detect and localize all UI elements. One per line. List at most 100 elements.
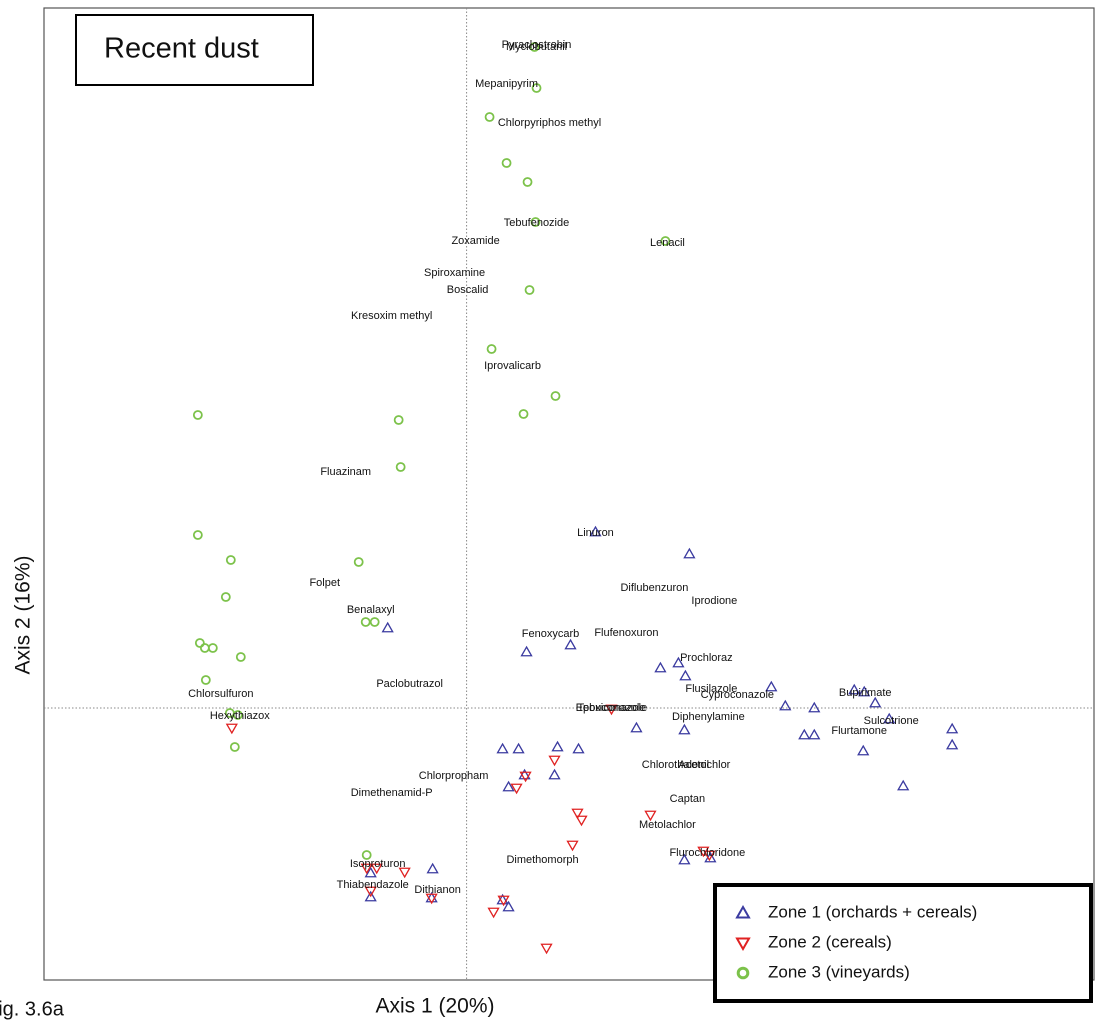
point: [487, 907, 500, 919]
point: [502, 780, 515, 792]
point: [571, 808, 584, 820]
point: [550, 391, 561, 401]
point: [630, 721, 643, 733]
plot-frame: [43, 7, 1095, 981]
point: [589, 525, 602, 537]
point: [529, 42, 540, 52]
point: [672, 656, 685, 668]
point: [497, 895, 510, 907]
variable-label: Chlorothalonil: [642, 759, 709, 771]
point: [501, 158, 512, 168]
point: [808, 701, 821, 713]
variable-label: Cyproconazole: [701, 689, 774, 701]
variable-label: Mepanipyrim: [475, 78, 538, 90]
variable-label: Dimethomorph: [506, 854, 578, 866]
variable-label: Pyraclostrobin: [502, 39, 572, 51]
point: [530, 217, 541, 227]
variable-label: Captan: [670, 793, 705, 805]
point: [572, 742, 585, 754]
point: [369, 617, 380, 627]
point: [353, 557, 364, 567]
y-axis-label: Axis 2 (16%): [12, 555, 35, 674]
variable-label: Fluazinam: [320, 466, 371, 478]
point: [502, 900, 515, 912]
point: [522, 177, 533, 187]
point: [398, 867, 411, 879]
variable-label: Iprodione: [691, 595, 737, 607]
variable-label: Bupirimate: [839, 687, 892, 699]
point: [225, 555, 236, 565]
point: [644, 810, 657, 822]
variable-label: Boscalid: [447, 284, 489, 296]
point: [512, 742, 525, 754]
point: [575, 815, 588, 827]
point: [524, 285, 535, 295]
point: [551, 740, 564, 752]
point: [531, 83, 542, 93]
variable-label: Epoxiconazole: [576, 702, 648, 714]
point: [683, 547, 696, 559]
point: [225, 723, 238, 735]
point: [510, 783, 523, 795]
variable-label: Metolachlor: [639, 819, 696, 831]
point: [798, 728, 811, 740]
point: [381, 621, 394, 633]
point: [566, 840, 579, 852]
point: [207, 643, 218, 653]
caption: Fig. 3.6a: [0, 998, 65, 1020]
variable-label: Flurtamone: [831, 725, 887, 737]
point: [393, 415, 404, 425]
variable-label: Spiroxamine: [424, 267, 485, 279]
variable-label: Tebuconazole: [578, 702, 646, 714]
point: [735, 937, 751, 952]
title-box: [75, 14, 314, 86]
point: [200, 675, 211, 685]
variable-label: Tebufenozide: [504, 217, 569, 229]
point: [360, 863, 373, 875]
point: [736, 966, 750, 980]
point: [229, 742, 240, 752]
variable-label: Lenacil: [650, 237, 685, 249]
point: [564, 638, 577, 650]
variable-label: Diphenylamine: [672, 711, 745, 723]
point: [883, 712, 896, 724]
point: [540, 943, 553, 955]
point: [946, 722, 959, 734]
point: [897, 779, 910, 791]
point: [364, 890, 377, 902]
point: [425, 893, 438, 905]
point: [360, 617, 371, 627]
variable-label: Sulcotrione: [864, 715, 919, 727]
point: [520, 645, 533, 657]
point: [679, 669, 692, 681]
point: [486, 344, 497, 354]
point: [779, 699, 792, 711]
variable-label: Acetochlor: [678, 759, 730, 771]
point: [518, 409, 529, 419]
point: [678, 853, 691, 865]
point: [858, 685, 871, 697]
point: [235, 652, 246, 662]
legend-box: [713, 883, 1093, 1003]
legend-label: Zone 2 (cereals): [768, 932, 892, 951]
variable-label: Flusilazole: [685, 683, 737, 695]
point: [678, 723, 691, 735]
variable-label: Dimethenamid-P: [351, 787, 433, 799]
variable-label: Chlorpropham: [419, 770, 489, 782]
point: [361, 850, 372, 860]
point: [857, 744, 870, 756]
point: [808, 728, 821, 740]
variable-label: Flufenoxuron: [594, 627, 658, 639]
variable-label: Dithianon: [414, 884, 460, 896]
point: [194, 638, 205, 648]
variable-label: Kresoxim methyl: [351, 310, 432, 322]
point: [548, 768, 561, 780]
point: [220, 592, 231, 602]
point: [703, 850, 716, 862]
variable-label: Thiabendazole: [337, 879, 409, 891]
point: [364, 886, 377, 898]
point: [426, 862, 439, 874]
point: [946, 738, 959, 750]
